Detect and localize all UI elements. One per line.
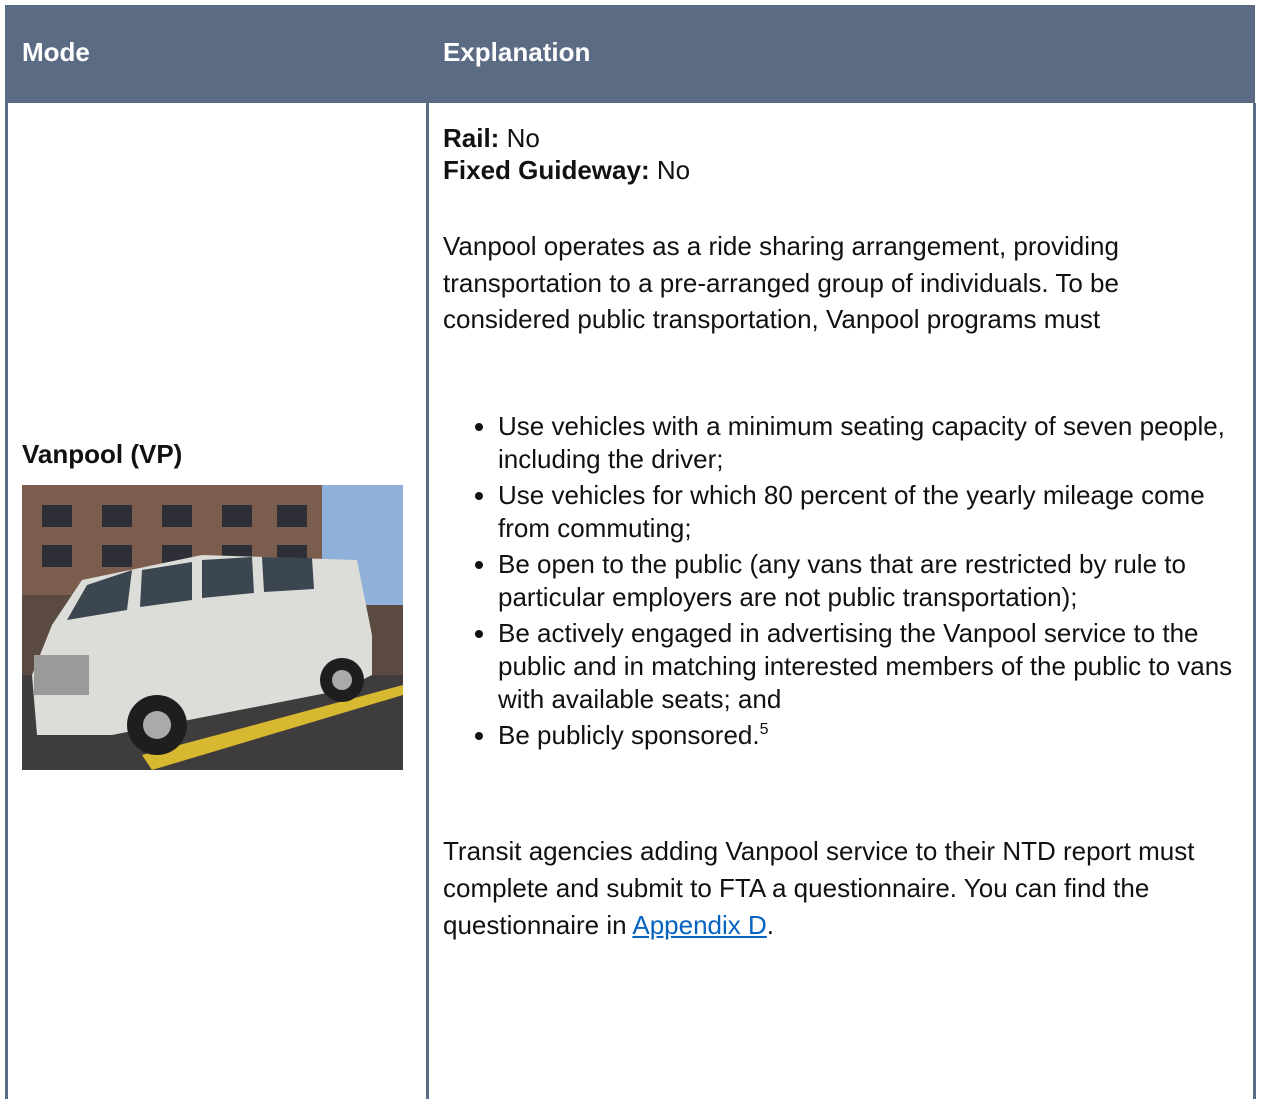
list-item: Be open to the public (any vans that are…: [498, 548, 1258, 614]
border: [5, 103, 8, 1099]
list-item: Use vehicles with a minimum seating capa…: [498, 410, 1258, 476]
list-item: Use vehicles for which 80 percent of the…: [498, 479, 1258, 545]
border: [1253, 103, 1256, 1099]
closing-text: Transit agencies adding Vanpool service …: [443, 836, 1195, 940]
footnote-ref: 5: [759, 721, 769, 738]
mode-facts: Rail: No Fixed Guideway: No: [443, 122, 690, 186]
appendix-link[interactable]: Appendix D: [632, 910, 767, 940]
mode-photo: [22, 485, 403, 770]
item-text: Be open to the public (any vans that are…: [498, 549, 1186, 612]
header-cell: Mode: [22, 37, 90, 67]
item-text: Be actively engaged in advertising the V…: [498, 618, 1233, 714]
fact-value: No: [656, 155, 691, 185]
item-text: Use vehicles for which 80 percent of the…: [498, 480, 1205, 543]
table-header: [5, 5, 1255, 103]
fact-label: Rail:: [443, 123, 500, 153]
list-item: Be actively engaged in advertising the V…: [498, 617, 1258, 716]
requirement-list: Use vehicles with a minimum seating capa…: [443, 410, 1258, 755]
list-item: Be publicly sponsored.5: [498, 719, 1258, 752]
item-text: Use vehicles with a minimum seating capa…: [498, 411, 1225, 474]
closing-end: .: [766, 910, 775, 940]
fact-value: No: [506, 123, 540, 153]
paragraph: Transit agencies adding Vanpool service …: [443, 833, 1253, 944]
item-text: Be publicly sponsored.: [498, 720, 760, 750]
header-cell: Explanation: [443, 37, 591, 67]
fact: Fixed Guideway: No: [443, 154, 690, 186]
fact: Rail: No: [443, 122, 690, 154]
column-divider: [426, 103, 429, 1099]
mode-name: Vanpool (VP): [22, 439, 183, 469]
paragraph: Vanpool operates as a ride sharing arran…: [443, 231, 1119, 334]
fact-label: Fixed Guideway:: [443, 155, 650, 185]
